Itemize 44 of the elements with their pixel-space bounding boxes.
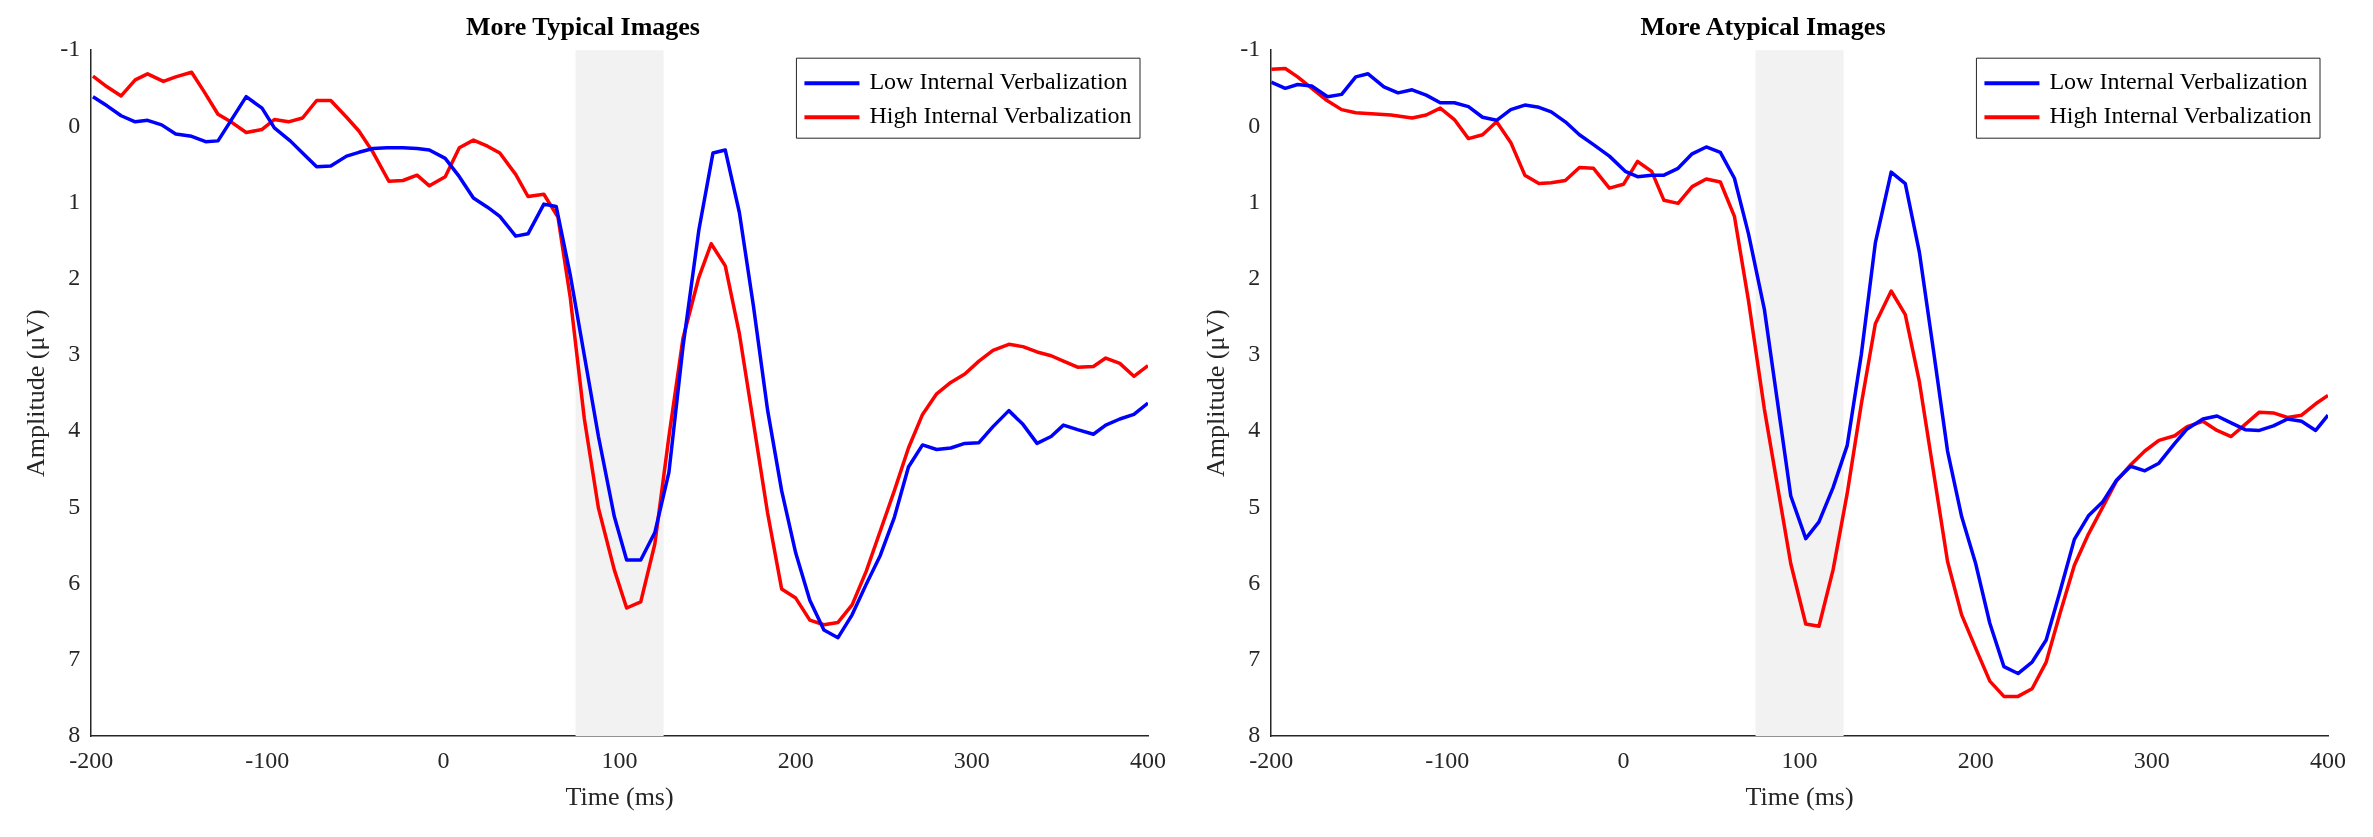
x-tick-label: -100 xyxy=(1425,746,1470,773)
x-axis-title: Time (ms) xyxy=(565,782,674,812)
y-tick-label: 0 xyxy=(1248,111,1261,138)
x-tick-label: -200 xyxy=(1249,746,1294,773)
chart-title: More Typical Images xyxy=(466,12,700,42)
x-tick-label: 100 xyxy=(1781,746,1818,773)
x-tick-label: -100 xyxy=(245,746,290,773)
y-tick-label: 5 xyxy=(1248,492,1261,519)
y-tick-label: 7 xyxy=(68,645,81,672)
x-tick-label: 200 xyxy=(777,746,814,773)
y-tick-label: 8 xyxy=(1248,721,1261,748)
y-tick-label: 6 xyxy=(68,568,81,595)
x-tick-label: 300 xyxy=(2133,746,2170,773)
x-tick-label: 100 xyxy=(601,746,638,773)
y-tick-label: 3 xyxy=(1248,340,1261,367)
x-tick-label: 400 xyxy=(2310,746,2346,773)
legend-label: High Internal Verbalization xyxy=(2049,102,2312,129)
y-tick-label: 2 xyxy=(68,264,81,291)
chart-title: More Atypical Images xyxy=(1640,12,1886,42)
x-tick-label: 200 xyxy=(1957,746,1994,773)
x-tick-label: 0 xyxy=(437,746,450,773)
y-tick-label: 4 xyxy=(68,416,81,443)
x-axis-title: Time (ms) xyxy=(1745,782,1854,812)
y-tick-label: 4 xyxy=(1248,416,1261,443)
y-axis-title: Amplitude (μV) xyxy=(21,309,51,477)
x-tick-label: 400 xyxy=(1130,746,1166,773)
y-tick-label: 6 xyxy=(1248,568,1261,595)
y-axis-title: Amplitude (μV) xyxy=(1201,309,1231,477)
y-tick-label: 8 xyxy=(68,721,81,748)
y-tick-label: -1 xyxy=(1240,35,1261,62)
y-tick-label: 5 xyxy=(68,492,81,519)
x-tick-label: 300 xyxy=(953,746,990,773)
y-tick-label: -1 xyxy=(60,35,81,62)
y-tick-label: 2 xyxy=(1248,264,1261,291)
x-tick-label: -200 xyxy=(69,746,114,773)
y-tick-label: 1 xyxy=(1248,187,1261,214)
y-tick-label: 0 xyxy=(68,111,81,138)
y-tick-label: 3 xyxy=(68,340,81,367)
y-tick-label: 1 xyxy=(68,187,81,214)
legend-label: High Internal Verbalization xyxy=(869,102,1132,129)
legend-label: Low Internal Verbalization xyxy=(2049,68,2308,95)
y-tick-label: 7 xyxy=(1248,645,1261,672)
legend-label: Low Internal Verbalization xyxy=(869,68,1128,95)
x-tick-label: 0 xyxy=(1617,746,1630,773)
